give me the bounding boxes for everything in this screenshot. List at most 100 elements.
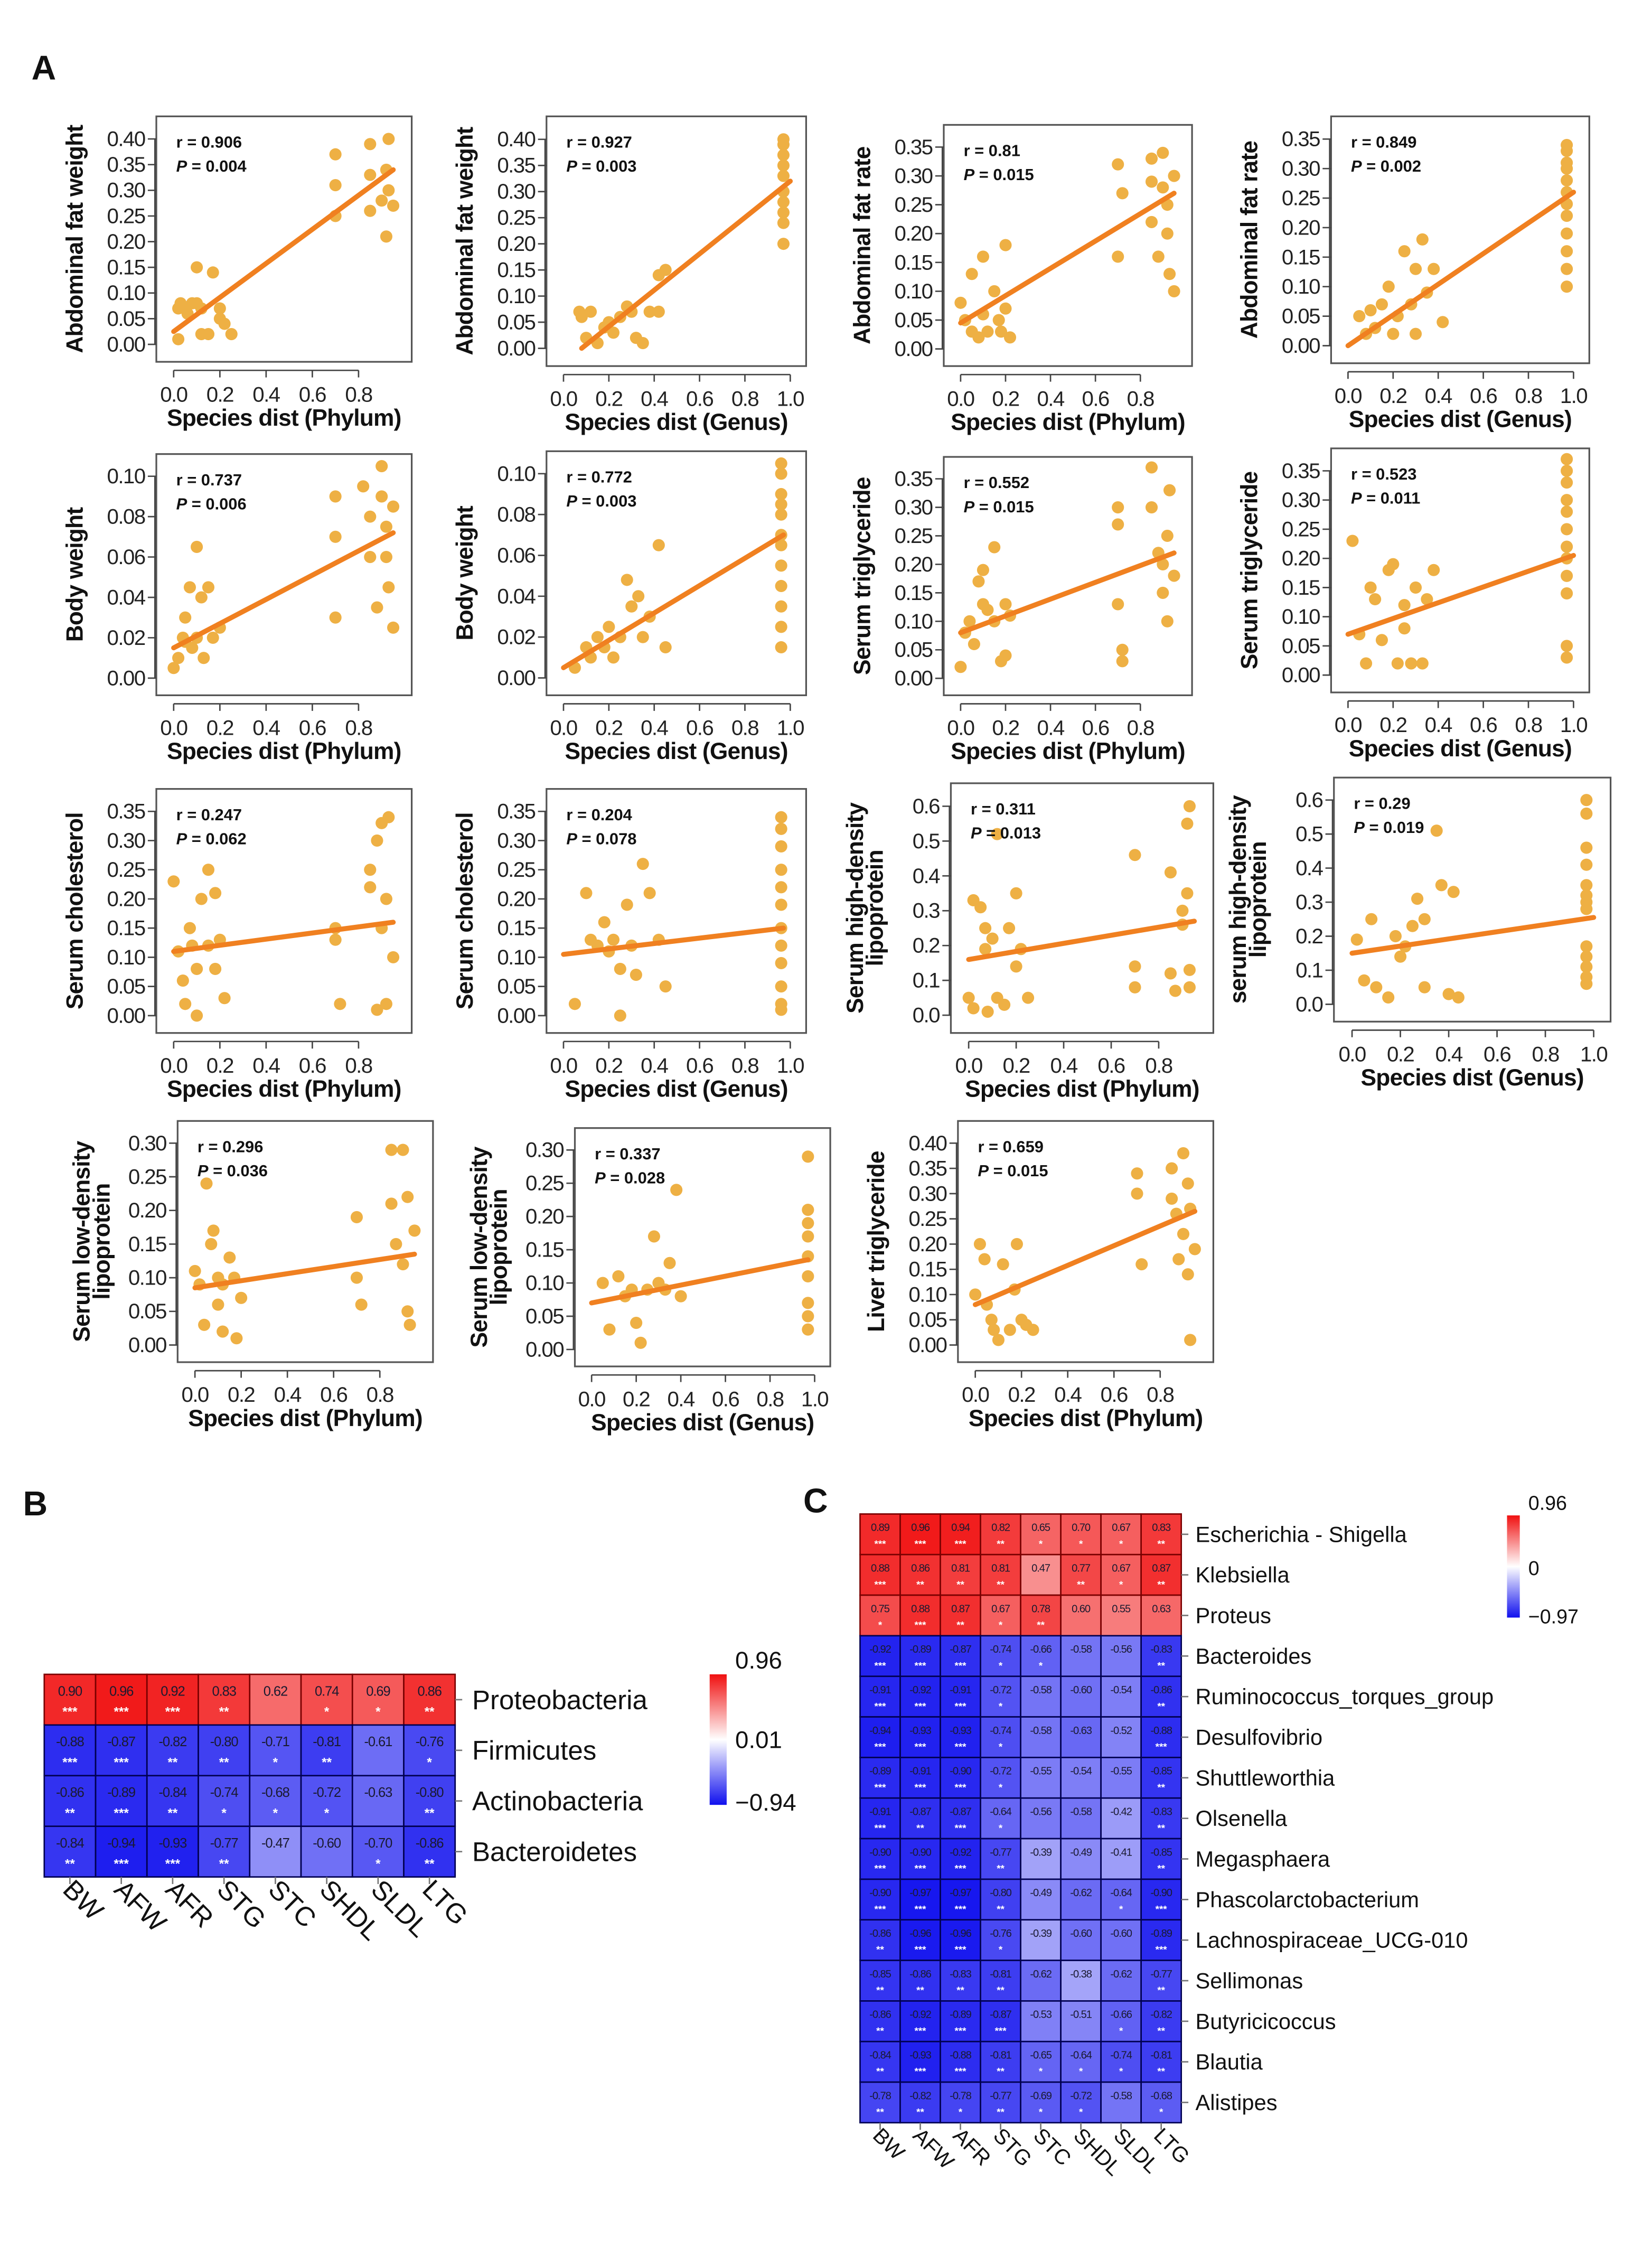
data-point bbox=[198, 652, 210, 664]
cell-value: -0.88 bbox=[1150, 1725, 1172, 1737]
data-point bbox=[802, 1297, 814, 1309]
regression-line bbox=[561, 532, 786, 670]
data-point bbox=[380, 230, 392, 243]
y-tick-label: 0.00 bbox=[908, 1333, 946, 1357]
data-point bbox=[988, 541, 1001, 554]
data-point bbox=[967, 1002, 980, 1015]
data-point bbox=[962, 991, 975, 1004]
y-tick-label: 0.5 bbox=[913, 829, 940, 853]
x-tick-label: 0.8 bbox=[731, 716, 758, 740]
p-symbol: P bbox=[198, 1161, 209, 1180]
y-tick-label: 0.05 bbox=[895, 308, 933, 332]
heatmap-cell: 0.83 ** bbox=[1140, 1513, 1182, 1555]
heatmap-cell: -0.96 *** bbox=[940, 1919, 981, 1961]
cell-fill bbox=[940, 1513, 981, 1555]
cell-value: -0.76 bbox=[416, 1735, 444, 1749]
data-point bbox=[777, 170, 790, 182]
cell-value: -0.49 bbox=[1070, 1847, 1092, 1858]
data-point bbox=[1145, 175, 1158, 188]
cell-fill bbox=[940, 1675, 981, 1718]
y-tick-label: 0.05 bbox=[107, 974, 145, 998]
cell-fill bbox=[980, 1878, 1021, 1921]
data-point bbox=[981, 1005, 994, 1018]
y-tick-label: 0.15 bbox=[497, 916, 535, 940]
x-tick-label: 0.8 bbox=[345, 1054, 372, 1077]
data-point bbox=[235, 1291, 248, 1304]
heatmap-cell: -0.62 bbox=[1100, 1960, 1142, 2002]
significance-stars: *** bbox=[955, 1782, 967, 1793]
data-point bbox=[1409, 327, 1422, 340]
p-number: = 0.019 bbox=[1365, 818, 1424, 837]
heatmap-cell: 0.67 * bbox=[1100, 1553, 1142, 1596]
x-tick-label: 0.2 bbox=[595, 1054, 622, 1077]
cell-value: 0.74 bbox=[315, 1684, 339, 1699]
significance-stars: *** bbox=[875, 1822, 887, 1833]
cell-value: -0.52 bbox=[1110, 1725, 1132, 1737]
data-point bbox=[775, 559, 787, 572]
significance-stars: * bbox=[376, 1857, 381, 1871]
cell-fill bbox=[980, 2081, 1021, 2124]
data-point bbox=[1580, 858, 1593, 871]
heatmap-cell: -0.74 * bbox=[1100, 2040, 1142, 2083]
cell-fill bbox=[940, 1594, 981, 1637]
heatmap-cell: 0.87 ** bbox=[1140, 1553, 1182, 1596]
significance-stars: * bbox=[221, 1806, 227, 1820]
heatmap-cell: -0.68 * bbox=[1140, 2081, 1182, 2124]
data-point bbox=[387, 500, 400, 513]
heatmap-cell: -0.87 *** bbox=[980, 2000, 1021, 2042]
y-tick-label: 0.25 bbox=[128, 1165, 166, 1188]
data-point bbox=[1394, 950, 1407, 963]
y-axis-title: Serum high-density bbox=[842, 802, 868, 1014]
data-point bbox=[1010, 960, 1022, 973]
cell-value: 0.81 bbox=[991, 1563, 1010, 1575]
p-number: = 0.015 bbox=[974, 165, 1034, 184]
x-tick-label: 0.4 bbox=[252, 716, 280, 740]
significance-stars: ** bbox=[219, 1705, 229, 1719]
y-tick-label: 0.02 bbox=[107, 626, 145, 650]
y-tick-label: 0.3 bbox=[913, 899, 940, 923]
r-value: r = 0.906 bbox=[176, 133, 242, 151]
cell-value: -0.72 bbox=[1070, 2090, 1092, 2102]
p-value: P = 0.028 bbox=[595, 1168, 665, 1187]
heatmap-cell: -0.58 bbox=[1020, 1675, 1062, 1718]
y-tick-label: 0.1 bbox=[913, 969, 940, 992]
x-tick-label: 0.4 bbox=[274, 1383, 302, 1407]
data-point bbox=[1181, 1268, 1194, 1281]
scatter-plot: 0.00 0.05 0.10 0.15 0.20 0.25 0.30 0.35 0.0 0.2 0.… bbox=[1237, 447, 1590, 762]
x-tick-label: 0.2 bbox=[623, 1387, 650, 1411]
data-point bbox=[1389, 930, 1402, 943]
data-point bbox=[977, 250, 989, 263]
y-tick-label: 0.06 bbox=[497, 543, 535, 567]
cell-fill bbox=[1060, 1919, 1102, 1961]
cell-value: -0.83 bbox=[950, 1969, 971, 1980]
r-value: r = 0.247 bbox=[176, 805, 242, 824]
data-point bbox=[1145, 152, 1158, 165]
y-tick-label: 0.30 bbox=[1282, 157, 1320, 181]
regression-line bbox=[958, 191, 1177, 326]
heatmap-cell: -0.88 *** bbox=[1140, 1716, 1182, 1758]
heatmap-cell: 0.62 bbox=[249, 1673, 302, 1726]
data-point bbox=[1409, 581, 1422, 594]
data-point bbox=[659, 264, 672, 276]
p-symbol: P bbox=[964, 498, 975, 516]
p-symbol: P bbox=[566, 157, 577, 175]
data-point bbox=[972, 575, 985, 588]
data-point bbox=[1561, 569, 1573, 582]
cell-value: 0.81 bbox=[951, 1563, 970, 1575]
y-tick-label: 0.05 bbox=[908, 1308, 946, 1332]
data-point bbox=[225, 327, 238, 341]
data-point bbox=[1428, 564, 1440, 576]
data-point bbox=[1561, 245, 1573, 258]
cell-fill bbox=[940, 1553, 981, 1596]
data-point bbox=[1168, 170, 1180, 182]
cell-fill bbox=[403, 1673, 456, 1726]
data-point bbox=[355, 1298, 368, 1311]
data-point bbox=[329, 179, 342, 192]
significance-stars: ** bbox=[322, 1756, 332, 1770]
cell-fill bbox=[1060, 1797, 1102, 1840]
cell-value: -0.60 bbox=[1110, 1928, 1132, 1939]
heatmap-cell: -0.39 bbox=[1020, 1919, 1062, 1961]
cell-value: -0.54 bbox=[1110, 1684, 1132, 1696]
data-point bbox=[954, 296, 967, 309]
x-tick-label: 0.0 bbox=[947, 716, 974, 740]
